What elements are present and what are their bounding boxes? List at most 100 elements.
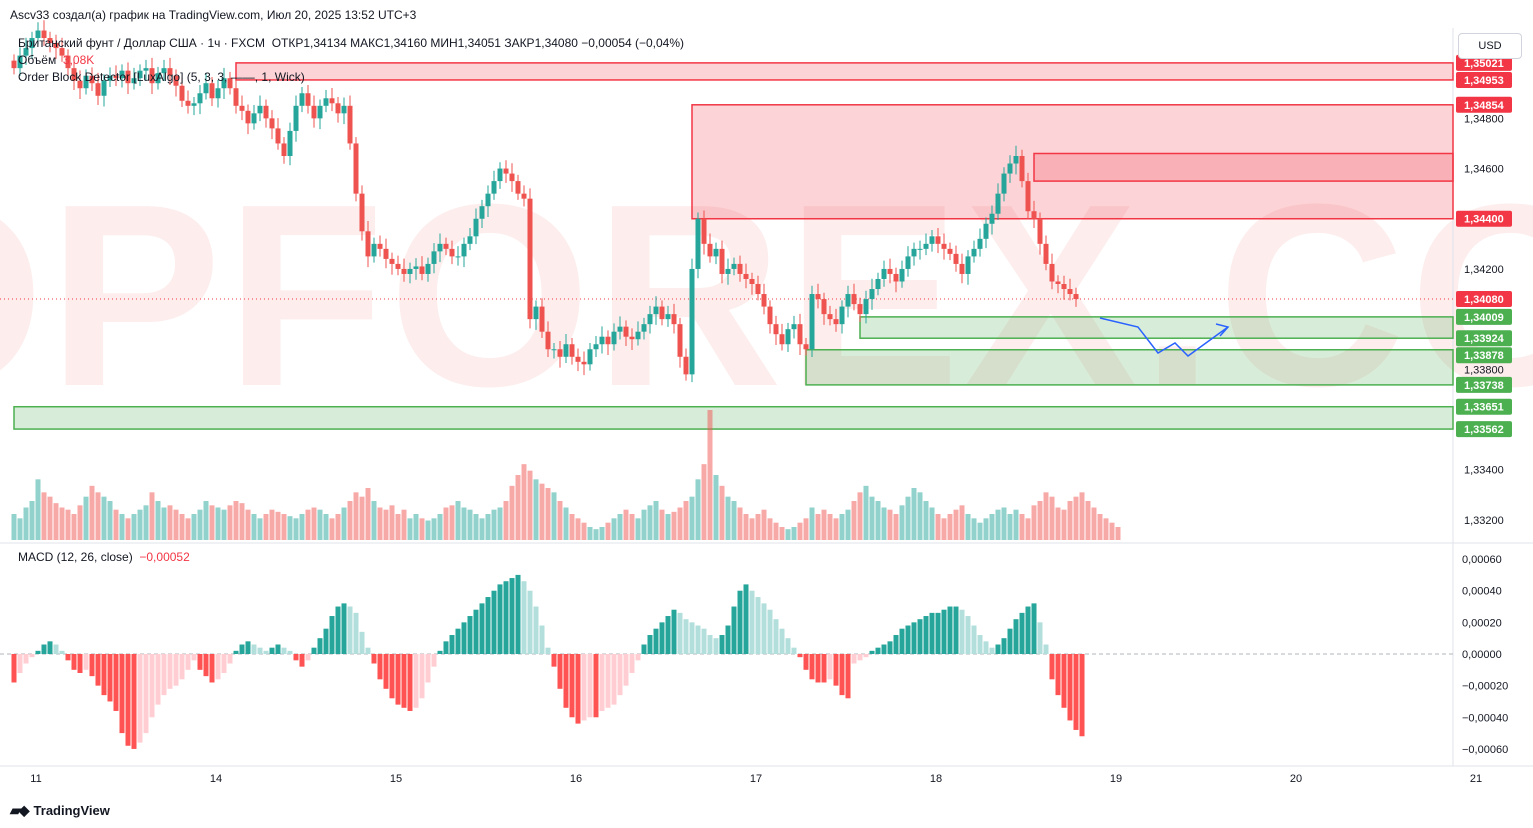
macd-bar <box>905 625 911 654</box>
volume-bar <box>263 514 269 540</box>
macd-bar <box>197 654 203 670</box>
macd-bar <box>155 654 161 705</box>
macd-tick-label: 0,00020 <box>1462 617 1502 629</box>
macd-bar <box>1079 654 1085 737</box>
volume-bar <box>1061 509 1067 540</box>
macd-bar <box>575 654 581 724</box>
candle-body <box>185 100 191 106</box>
volume-bar <box>851 501 857 540</box>
volume-bar <box>683 501 689 540</box>
candle-body <box>581 361 587 365</box>
candle-body <box>251 113 257 124</box>
candle-body <box>821 299 827 315</box>
volume-label: Объём <box>18 53 57 67</box>
candle-body <box>221 78 227 89</box>
candle-body <box>1025 181 1031 212</box>
volume-legend[interactable]: Объём 3,08K <box>18 53 94 67</box>
candle-body <box>287 130 293 156</box>
price-label-box <box>1456 347 1512 364</box>
macd-axis[interactable]: 0,00060 0,00040 0,00020 0,00000 −0,00020 −0,0… <box>1462 554 1508 756</box>
macd-bar <box>41 644 47 654</box>
candle-body <box>593 344 599 350</box>
volume-bar <box>275 511 281 540</box>
symbol-legend[interactable]: Британский фунт / Доллар США · 1ч · FXCM… <box>18 36 684 50</box>
symbol-title: Британский фунт / Доллар США · 1ч · FXCM <box>18 36 266 50</box>
candle-body <box>281 143 287 156</box>
macd-bar <box>857 654 863 661</box>
macd-label: MACD (12, 26, close) <box>18 550 133 564</box>
candle-body <box>905 256 911 269</box>
volume-bar <box>809 507 815 540</box>
volume-bar <box>443 507 449 540</box>
volume-bar <box>413 514 419 540</box>
date-tick-label: 18 <box>930 773 942 785</box>
candle-body <box>629 336 635 340</box>
candle-body <box>353 143 359 194</box>
candle-body <box>323 98 329 106</box>
macd-bar <box>479 603 485 654</box>
macd-bar <box>1061 654 1067 708</box>
indicator-legend[interactable]: Order Block Detector [LuxAlgo] (5, 3, 3,… <box>18 70 305 84</box>
volume-bar <box>179 514 185 540</box>
candle-body <box>1043 243 1049 264</box>
bull-order-block <box>805 349 1454 386</box>
macd-bar <box>755 597 761 654</box>
time-axis[interactable]: 11141516171819202122 <box>30 773 1533 785</box>
macd-bar <box>443 641 449 654</box>
macd-bar <box>719 635 725 654</box>
volume-bar <box>875 501 881 540</box>
volume-bar <box>173 509 179 540</box>
volume-bar <box>863 485 869 540</box>
tradingview-logo[interactable]: ▰◆ TradingView <box>10 802 110 819</box>
volume-bar <box>935 514 941 540</box>
macd-bar <box>659 622 665 654</box>
candle-body <box>389 258 395 264</box>
macd-bar <box>953 606 959 654</box>
macd-bar <box>311 647 317 654</box>
price-label-box <box>1456 376 1512 393</box>
macd-bar <box>461 622 467 654</box>
macd-bar <box>419 654 425 699</box>
volume-bar <box>551 492 557 540</box>
volume-bar <box>35 479 41 540</box>
projection-arrowhead <box>1215 323 1230 337</box>
volume-bar <box>23 507 29 540</box>
volume-bar <box>341 507 347 540</box>
candle-body <box>71 68 77 81</box>
macd-bar <box>323 628 329 654</box>
currency-button[interactable]: USD <box>1458 33 1522 59</box>
candle-body <box>269 118 275 129</box>
volume-bar <box>671 511 677 540</box>
volume-bar <box>1067 501 1073 540</box>
volume-bar <box>347 501 353 540</box>
macd-bar <box>695 625 701 654</box>
volume-bar <box>563 507 569 540</box>
price-label-text: 1,33924 <box>1464 333 1505 345</box>
volume-bar <box>749 518 755 540</box>
macd-bar <box>317 638 323 654</box>
candle-body <box>797 324 803 345</box>
macd-bar <box>647 635 653 654</box>
volume-bar <box>239 503 245 540</box>
volume-bar <box>791 527 797 540</box>
volume-bar <box>827 514 833 540</box>
candle-body <box>497 168 503 182</box>
macd-bar <box>335 606 341 654</box>
volume-bar <box>335 514 341 540</box>
macd-bar <box>215 654 221 680</box>
macd-legend[interactable]: MACD (12, 26, close) −0,00052 <box>18 550 190 564</box>
macd-bar <box>557 654 563 689</box>
price-axis[interactable]: 1,34800 1,34600 1,34200 1,33800 1,33400 1,332… <box>1456 54 1512 527</box>
volume-bar <box>695 479 701 540</box>
macd-bar <box>95 654 101 686</box>
macd-bar <box>761 603 767 654</box>
volume-bar <box>89 485 95 540</box>
indicator-label: Order Block Detector [LuxAlgo] (5, 3, 3,… <box>18 70 305 84</box>
macd-bar <box>605 654 611 708</box>
volume-bar <box>1103 518 1109 540</box>
macd-bar <box>653 628 659 654</box>
macd-bar <box>863 654 869 658</box>
candle-body <box>77 80 83 89</box>
macd-bar <box>1001 638 1007 654</box>
